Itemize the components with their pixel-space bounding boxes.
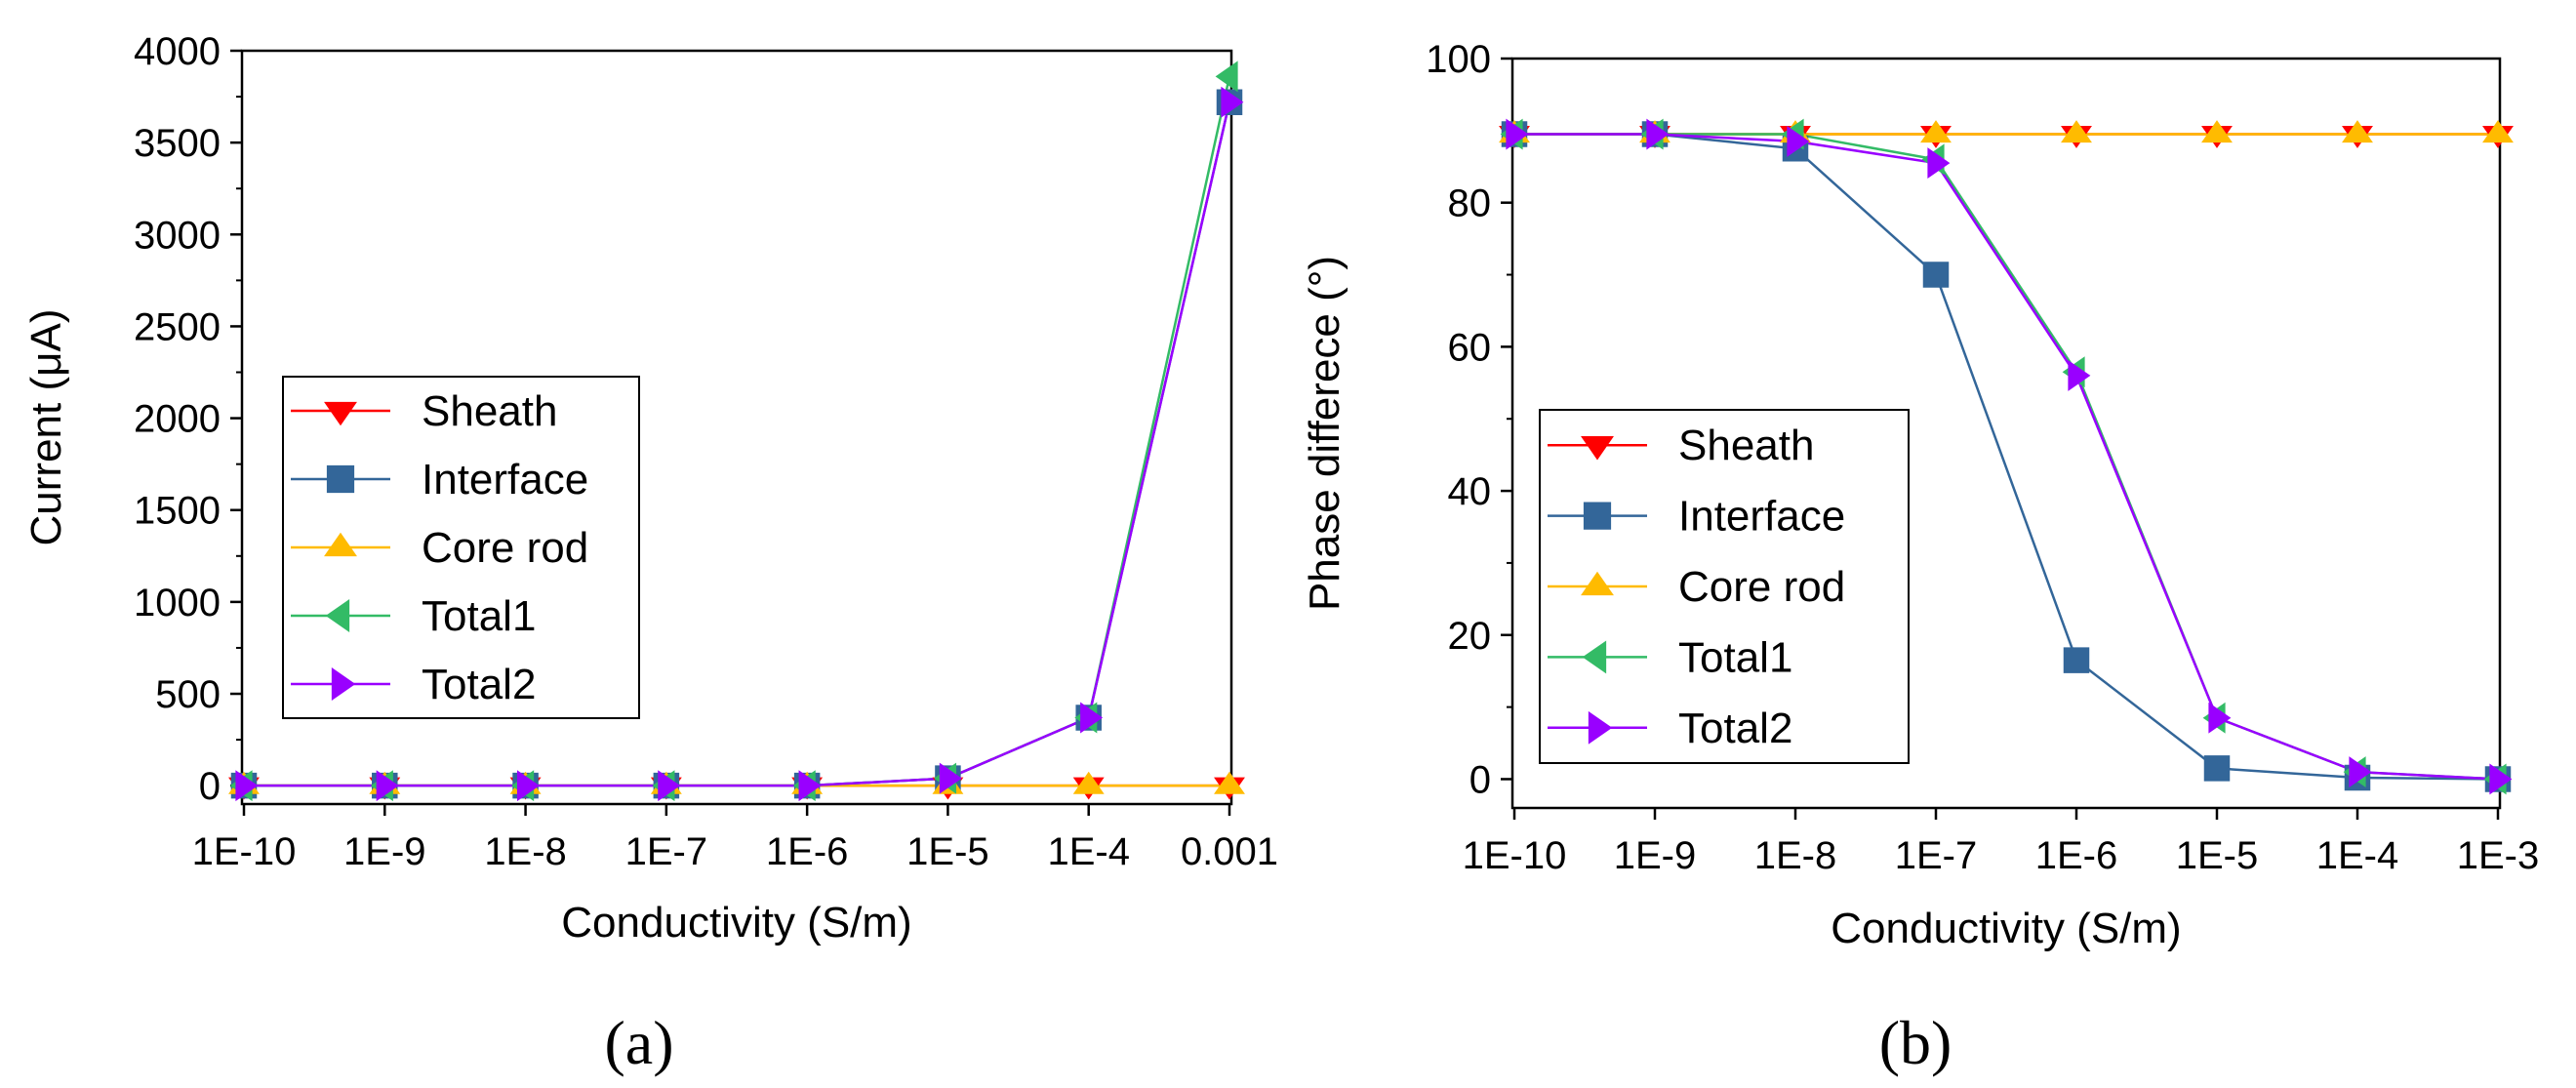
x-tick-label: 1E-5 bbox=[906, 830, 989, 873]
data-point bbox=[1506, 118, 1529, 150]
data-point bbox=[2063, 647, 2090, 673]
y-tick-label: 2500 bbox=[134, 305, 221, 348]
x-tick-label: 1E-10 bbox=[192, 830, 297, 873]
panel-b: 0 20 40 60 80 100 1E-10 1E-9 1E-8 1E-7 1E-6 1E-5 1E-… bbox=[1301, 38, 2539, 1077]
data-point bbox=[1927, 147, 1951, 180]
data-point bbox=[1787, 125, 1810, 157]
legend-marker bbox=[325, 599, 350, 632]
panel-label: (a) bbox=[604, 1008, 673, 1077]
x-tick-label: 1E-8 bbox=[484, 830, 567, 873]
y-tick-label: 2000 bbox=[134, 398, 221, 441]
x-tick-label: 1E-6 bbox=[766, 830, 849, 873]
data-point bbox=[2203, 755, 2231, 782]
data-point bbox=[1215, 60, 1238, 93]
legend-marker bbox=[331, 667, 356, 701]
y-tick-label: 500 bbox=[155, 673, 221, 716]
x-axis-title: Conductivity (S/m) bbox=[561, 899, 911, 947]
legend-label: Total2 bbox=[422, 661, 536, 708]
x-tick-label: 1E-7 bbox=[625, 830, 708, 873]
y-tick-label: 1000 bbox=[134, 582, 221, 625]
legend-label: Total1 bbox=[1678, 633, 1792, 681]
legend-marker bbox=[1588, 710, 1613, 745]
y-tick-label: 80 bbox=[1448, 182, 1492, 225]
data-point bbox=[658, 770, 681, 802]
x-tick-label: 1E-6 bbox=[2035, 834, 2118, 877]
data-point bbox=[1646, 118, 1670, 150]
data-point bbox=[2068, 359, 2091, 391]
data-point bbox=[376, 770, 399, 802]
data-point bbox=[1920, 120, 1952, 143]
legend-marker bbox=[324, 532, 357, 557]
legend-marker bbox=[324, 401, 357, 426]
y-tick-label: 40 bbox=[1448, 470, 1492, 513]
x-tick-label: 1E-4 bbox=[1047, 830, 1130, 873]
legend-label: Sheath bbox=[1678, 422, 1814, 469]
y-axis-title: Current (μA) bbox=[22, 309, 70, 546]
data-point bbox=[2349, 756, 2372, 788]
legend-label: Sheath bbox=[422, 387, 557, 435]
data-point bbox=[2061, 120, 2092, 143]
y-tick-label: 3500 bbox=[134, 122, 221, 165]
plot-frame bbox=[1510, 57, 2502, 810]
data-point bbox=[2208, 702, 2232, 734]
y-tick-label: 3000 bbox=[134, 214, 221, 257]
y-tick-label: 20 bbox=[1448, 615, 1492, 658]
data-point bbox=[1922, 262, 1950, 288]
legend-label: Total2 bbox=[1678, 705, 1792, 752]
plot-frame bbox=[240, 49, 1233, 806]
panel-label: (b) bbox=[1879, 1008, 1952, 1077]
data-point bbox=[1214, 771, 1245, 794]
y-tick-label: 0 bbox=[1469, 758, 1491, 801]
legend-label: Total1 bbox=[422, 592, 536, 640]
data-point bbox=[1221, 86, 1244, 118]
data-point bbox=[516, 770, 540, 802]
y-tick-label: 4000 bbox=[134, 30, 221, 73]
data-point bbox=[939, 762, 962, 794]
data-point bbox=[2489, 763, 2513, 795]
x-tick-label: 1E-9 bbox=[343, 830, 426, 873]
x-tick-label: 1E-5 bbox=[2176, 834, 2259, 877]
y-axis-title: Phase differece (°) bbox=[1301, 256, 1348, 611]
x-tick-label: 0.001 bbox=[1181, 830, 1278, 873]
x-tick-label: 1E-4 bbox=[2316, 834, 2399, 877]
data-point bbox=[1072, 771, 1105, 794]
data-point bbox=[235, 770, 259, 802]
data-point bbox=[2342, 120, 2373, 143]
x-tick-label: 1E-8 bbox=[1754, 834, 1837, 877]
y-tick-label: 100 bbox=[1426, 38, 1491, 81]
data-point bbox=[798, 770, 822, 802]
legend-label: Interface bbox=[422, 456, 588, 504]
panel-a: 0 500 1000 1500 2000 2500 3000 3500 4000 1E-10 1E-… bbox=[22, 30, 1278, 1077]
legend-marker bbox=[1582, 640, 1607, 674]
x-tick-label: 1E-3 bbox=[2457, 834, 2540, 877]
series-line bbox=[1514, 133, 2499, 781]
legend-marker bbox=[326, 464, 355, 494]
legend-marker bbox=[1583, 502, 1612, 530]
y-tick-label: 0 bbox=[199, 765, 221, 808]
data-point bbox=[2201, 120, 2233, 143]
x-tick-label: 1E-7 bbox=[1895, 834, 1978, 877]
series-line bbox=[244, 101, 1231, 787]
y-tick-label: 60 bbox=[1448, 326, 1492, 369]
legend-label: Core rod bbox=[422, 524, 588, 572]
legend-marker bbox=[1581, 571, 1614, 596]
legend-label: Interface bbox=[1678, 493, 1845, 541]
x-tick-label: 1E-9 bbox=[1614, 834, 1697, 877]
legend-marker bbox=[1581, 436, 1614, 461]
data-point bbox=[1080, 702, 1104, 734]
legend-label: Core rod bbox=[1678, 563, 1845, 611]
y-tick-label: 1500 bbox=[134, 490, 221, 533]
x-tick-label: 1E-10 bbox=[1463, 834, 1567, 877]
data-point bbox=[2482, 120, 2514, 143]
x-axis-title: Conductivity (S/m) bbox=[1831, 905, 2181, 952]
